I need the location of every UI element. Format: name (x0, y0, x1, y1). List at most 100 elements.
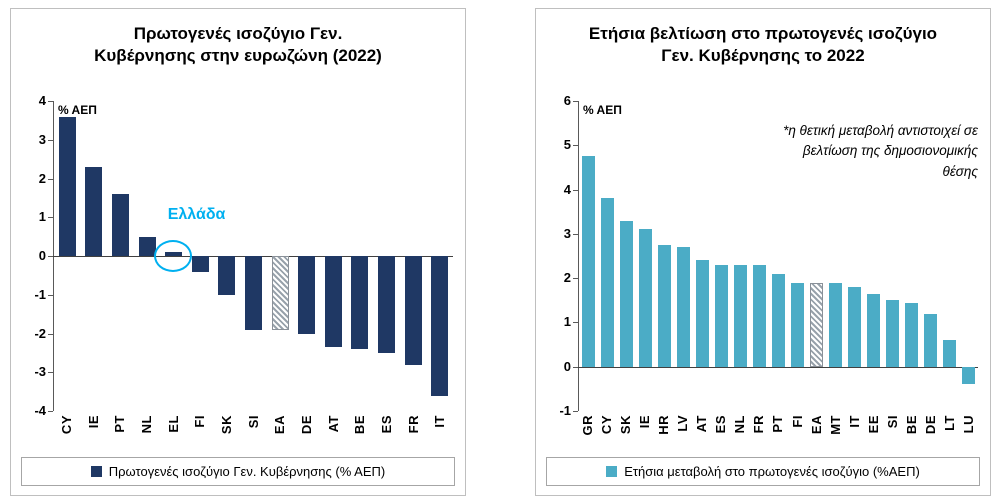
bar-column (187, 101, 214, 411)
bar-at (696, 260, 709, 367)
y-tick-mark (48, 217, 53, 219)
x-axis-label: SK (218, 415, 234, 435)
bar-column (617, 101, 636, 411)
x-axis-label: EE (865, 415, 881, 434)
y-tick-label: 4 (38, 93, 46, 108)
bar-column (400, 101, 427, 411)
bar-column (579, 101, 598, 411)
x-label-cell: LT (940, 415, 959, 449)
legend-swatch (606, 466, 618, 477)
y-tick-mark (573, 189, 578, 191)
x-axis-label: IT (432, 415, 448, 428)
bar-hr (658, 244, 671, 367)
x-label-cell: PT (106, 415, 133, 449)
x-axis-label: PT (770, 415, 786, 433)
x-axis-label: ES (378, 415, 394, 434)
bar-column (826, 101, 845, 411)
greece-annotation-label: Ελλάδα (167, 206, 226, 223)
legend: Ετήσια μεταβολή στο πρωτογενές ισοζύγιο … (546, 457, 980, 486)
bar-column (788, 101, 807, 411)
y-tick-label: -1 (559, 403, 571, 418)
x-label-cell: IT (426, 415, 453, 449)
x-label-cell: BE (346, 415, 373, 449)
y-tick-mark (573, 101, 578, 102)
x-axis-label: BE (352, 415, 368, 435)
bar-sk (620, 220, 633, 367)
bar-lt (943, 340, 956, 367)
x-label-cell: BE (902, 415, 921, 449)
x-label-cell: SK (616, 415, 635, 449)
x-label-cell: HR (654, 415, 673, 449)
x-label-cell: EA (266, 415, 293, 449)
bar-pt (772, 273, 785, 367)
x-axis-label: ES (713, 415, 729, 434)
y-tick-label: 0 (563, 358, 571, 374)
bar-fi (791, 282, 804, 367)
bar-column (845, 101, 864, 411)
bar-si (886, 300, 899, 367)
legend: Πρωτογενές ισοζύγιο Γεν. Κυβέρνησης (% Α… (21, 457, 455, 486)
bar-fr (753, 264, 766, 367)
y-tick-label: 1 (38, 209, 46, 225)
x-label-cell: SK (213, 415, 240, 449)
y-tick-mark (48, 333, 53, 335)
plot-area: % ΑΕΠ 4 3 2 1 0 -1 -2 -3 -4 Ελλάδα (34, 93, 453, 418)
x-axis-label: FI (192, 415, 208, 428)
y-tick-mark (573, 145, 578, 147)
x-axis-label: SI (884, 415, 900, 429)
x-label-cell: FR (400, 415, 427, 449)
x-label-cell: EA (807, 415, 826, 449)
bar-column (959, 101, 978, 411)
y-tick-label: 4 (563, 181, 571, 197)
chart-title-wrap: Ετήσια βελτίωση στο πρωτογενές ισοζύγιο … (536, 9, 990, 97)
bar-column (902, 101, 921, 411)
bar-nl (734, 264, 747, 367)
bar-ie (85, 166, 103, 256)
x-axis-label: GR (580, 415, 596, 436)
plot-area: % ΑΕΠ *η θετική μεταβολή αντιστοιχεί σε … (559, 93, 978, 418)
y-tick-mark (48, 178, 53, 180)
bar-column (674, 101, 693, 411)
bar-sk (218, 256, 236, 295)
bar-at (324, 256, 342, 348)
bar-es (377, 256, 395, 353)
bar-column (883, 101, 902, 411)
x-axis-label: DE (922, 415, 938, 435)
x-label-cell: EL (160, 415, 187, 449)
x-label-cell: FI (788, 415, 807, 449)
bar-it (848, 287, 861, 367)
y-tick-label: 1 (563, 314, 571, 330)
bar-lv (677, 247, 690, 367)
y-tick-mark (573, 366, 578, 368)
bar-column (750, 101, 769, 411)
y-tick-label: 5 (563, 137, 571, 153)
x-label-cell: LV (673, 415, 692, 449)
x-axis-label: IT (846, 415, 862, 428)
x-label-cell: MT (826, 415, 845, 449)
bar-column (655, 101, 674, 411)
x-axis-label: LT (941, 415, 957, 431)
y-tick-label: -1 (34, 286, 46, 302)
y-axis-unit-label: % ΑΕΠ (58, 103, 97, 117)
bar-mt (829, 282, 842, 367)
bar-column (712, 101, 731, 411)
bar-column (54, 101, 81, 411)
x-label-cell: GR (578, 415, 597, 449)
x-axis-labels: GR CY SK IE HR LV AT ES NL FR PT FI EA MT IT EE SI BE DE LT… (578, 415, 978, 449)
bar-column (769, 101, 788, 411)
x-axis-label: LU (960, 415, 976, 434)
bar-column (373, 101, 400, 411)
footnote-annotation: *η θετική μεταβολή αντιστοιχεί σε βελτίω… (783, 123, 978, 179)
bar-ie (639, 229, 652, 367)
x-axis-label: MT (827, 415, 843, 435)
y-tick-label: 0 (38, 248, 46, 263)
x-axis-label: AT (325, 415, 341, 433)
x-axis-label: SI (245, 415, 261, 429)
x-axis-label: FR (405, 415, 421, 434)
bar-nl (138, 236, 156, 256)
x-label-cell: FR (749, 415, 768, 449)
x-axis-label: CY (599, 415, 615, 435)
bar-column (940, 101, 959, 411)
x-axis-label: EA (272, 415, 288, 435)
bar-column (921, 101, 940, 411)
